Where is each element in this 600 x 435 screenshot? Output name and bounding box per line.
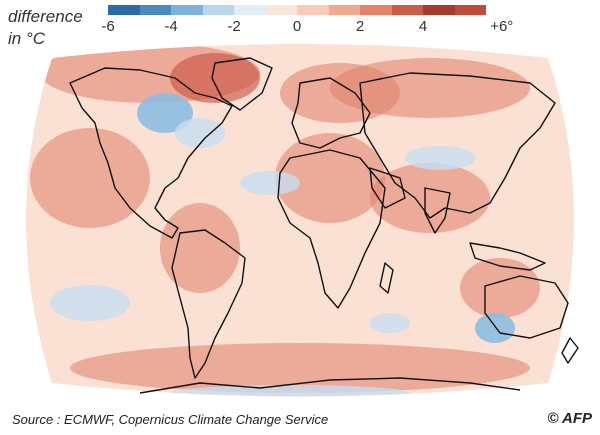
warm-patch [70, 343, 530, 393]
africa-outline [277, 149, 386, 309]
legend-color-segment [171, 5, 203, 15]
legend-tick-label: -2 [227, 18, 241, 35]
hot-patch [170, 53, 260, 103]
legend-color-segment [297, 5, 329, 15]
afp-credit: © AFP [547, 410, 592, 427]
warm-patch [30, 128, 150, 228]
legend-color-segment [202, 5, 234, 15]
legend-tick-label: 2 [355, 18, 365, 35]
south-america-outline [171, 229, 246, 379]
legend-color-segment [360, 5, 392, 15]
antarctica-outline [139, 377, 521, 394]
legend-tick-label: -4 [164, 18, 178, 35]
arabian-peninsula-outline [369, 167, 406, 209]
warm-patch [460, 258, 540, 318]
warm-patch [330, 58, 530, 118]
greenland-outline [211, 57, 273, 111]
north-america-outline [69, 67, 233, 239]
legend-color-segment [423, 5, 455, 15]
legend-title-text: difference in °C [8, 7, 83, 48]
warm-patch [160, 203, 240, 293]
cool-patch [170, 385, 410, 397]
legend-tick-label: +6° [490, 18, 514, 35]
legend-tick-label: 0 [292, 18, 302, 35]
anomaly-layer [30, 44, 540, 397]
cool-patch [405, 146, 475, 170]
cool-patch [240, 171, 300, 195]
legend-color-segment [108, 5, 140, 15]
legend-color-segment [139, 5, 171, 15]
europe-outline [291, 77, 371, 149]
credit-text: © AFP [547, 410, 592, 427]
temperature-anomaly-map [26, 44, 579, 397]
legend-color-segment [454, 5, 486, 15]
legend-color-segment [234, 5, 266, 15]
cool-patch [370, 313, 410, 333]
legend-tick-label: -6 [101, 18, 115, 35]
indonesia-outline [469, 242, 546, 271]
cold-patch [475, 313, 515, 343]
legend-tick-label: 4 [418, 18, 428, 35]
cool-patch [175, 118, 225, 148]
cold-patch [137, 93, 193, 133]
source-footer: Source : ECMWF, Copernicus Climate Chang… [12, 412, 328, 427]
india-outline [424, 187, 451, 234]
legend-color-bar [108, 5, 486, 15]
madagascar-outline [379, 262, 394, 294]
coastlines [69, 57, 579, 394]
legend-title: difference in °C [8, 6, 83, 50]
cool-patch [50, 285, 130, 321]
new-zealand-outline [561, 337, 579, 364]
source-text: Source : ECMWF, Copernicus Climate Chang… [12, 412, 329, 427]
australia-outline [484, 275, 569, 339]
legend-color-segment [328, 5, 360, 15]
legend-color-segment [391, 5, 423, 15]
legend-color-segment [265, 5, 297, 15]
